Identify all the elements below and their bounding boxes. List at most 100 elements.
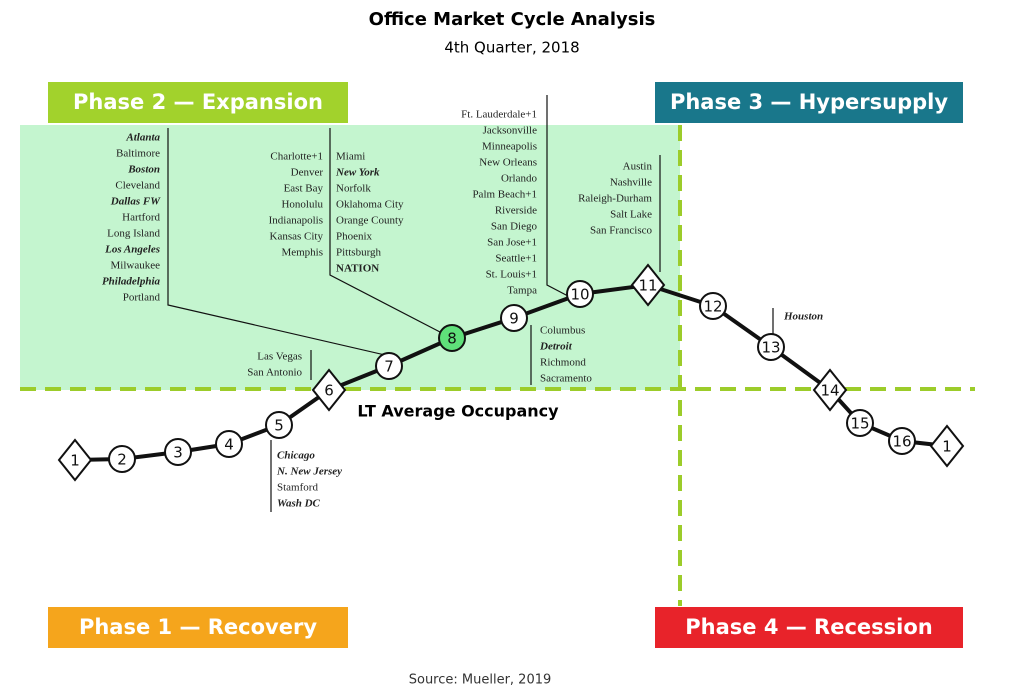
city-label: Pittsburgh (336, 247, 382, 259)
node-diamond (57, 438, 93, 482)
expansion-area (20, 125, 680, 390)
source: Source: Mueller, 2019 (409, 673, 552, 688)
node-circle (500, 304, 528, 332)
node-diamond (929, 424, 965, 468)
node-diamond (311, 368, 347, 412)
city-label: New York (335, 167, 380, 179)
phase-box (655, 82, 963, 123)
city-label: San Diego (491, 221, 538, 233)
subtitle: 4th Quarter, 2018 (444, 39, 579, 57)
city-label: Austin (623, 161, 653, 173)
title: Office Market Cycle Analysis (369, 9, 656, 30)
node-circle (375, 352, 403, 380)
node-circle (699, 292, 727, 320)
city-label: Sacramento (540, 373, 592, 385)
city-label: Long Island (107, 228, 160, 240)
phase-box (655, 607, 963, 648)
city-label: Boston (127, 164, 160, 176)
node-circle (108, 445, 136, 473)
city-label: Hartford (122, 212, 160, 224)
city-label: San Jose+1 (487, 237, 537, 249)
node-label: 8 (447, 330, 457, 348)
phase-label: Phase 3 — Hypersupply (670, 90, 948, 114)
node-label: 9 (509, 310, 519, 328)
city-label: Indianapolis (269, 215, 323, 227)
phase-box (48, 82, 348, 123)
city-label: East Bay (284, 183, 324, 195)
node-label: 5 (274, 417, 284, 435)
node-circle (265, 411, 293, 439)
node-circle (164, 438, 192, 466)
city-label: Detroit (539, 341, 573, 353)
city-label: Orlando (501, 173, 538, 185)
phase-box (48, 607, 348, 648)
city-label: Kansas City (270, 231, 324, 243)
node-label: 6 (324, 382, 334, 400)
city-label: Seattle+1 (495, 253, 537, 265)
node-label: 16 (892, 433, 911, 451)
city-label: Las Vegas (257, 351, 302, 363)
node-circle (846, 409, 874, 437)
city-label: Stamford (277, 482, 318, 494)
phase-label: Phase 1 — Recovery (79, 615, 317, 639)
node-label: 12 (703, 298, 722, 316)
city-label: Oklahoma City (336, 199, 404, 211)
city-label: Portland (123, 292, 161, 304)
city-label: Columbus (540, 325, 585, 337)
city-label: Nashville (610, 177, 652, 189)
node-label: 3 (173, 444, 183, 462)
city-label: Salt Lake (610, 209, 652, 221)
phase-label: Phase 2 — Expansion (73, 90, 323, 114)
city-label: Richmond (540, 357, 586, 369)
city-label: Minneapolis (482, 141, 537, 153)
node-label: 10 (570, 286, 589, 304)
connectors (167, 95, 774, 512)
city-label: Houston (783, 311, 823, 323)
node-label: 2 (117, 451, 127, 469)
city-label: Riverside (495, 205, 537, 217)
phase-label: Phase 4 — Recession (685, 615, 932, 639)
city-label: Chicago (277, 450, 315, 462)
city-label: Dallas FW (110, 196, 161, 208)
node-circle (757, 333, 785, 361)
annotation: LT Average Occupancy (357, 402, 559, 421)
city-label: Phoenix (336, 231, 373, 243)
city-label: St. Louis+1 (486, 269, 537, 281)
city-label: N. New Jersey (276, 466, 342, 478)
city-label: San Antonio (247, 367, 302, 379)
city-label: San Francisco (590, 225, 653, 237)
node-circle (888, 427, 916, 455)
city-label: Philadelphia (102, 276, 161, 288)
node-circle (438, 324, 466, 352)
node-label: 7 (384, 358, 394, 376)
city-label: Denver (291, 167, 324, 179)
city-label: Atlanta (125, 132, 160, 144)
node-diamond (630, 263, 666, 307)
node-circle (566, 280, 594, 308)
node-label: 1 (70, 452, 80, 470)
node-label: 4 (224, 436, 234, 454)
city-label: Tampa (507, 285, 537, 297)
city-label: Cleveland (115, 180, 160, 192)
city-label: Baltimore (116, 148, 160, 160)
city-label: Jacksonville (483, 125, 537, 137)
city-label: Los Angeles (104, 244, 160, 256)
node-label: 15 (850, 415, 869, 433)
city-label: NATION (336, 263, 379, 275)
node-label: 11 (638, 277, 657, 295)
node-circle (215, 430, 243, 458)
node-label: 14 (820, 382, 839, 400)
city-label: Milwaukee (111, 260, 161, 272)
city-label: Norfolk (336, 183, 371, 195)
city-label: Orange County (336, 215, 404, 227)
node-label: 1 (942, 438, 952, 456)
city-label: New Orleans (479, 157, 537, 169)
city-label: Memphis (281, 247, 323, 259)
node-label: 13 (761, 339, 780, 357)
city-label: Raleigh-Durham (578, 193, 652, 205)
node-diamond (812, 368, 848, 412)
city-label: Wash DC (277, 498, 321, 510)
city-label: Ft. Lauderdale+1 (461, 109, 537, 121)
city-label: Charlotte+1 (270, 151, 323, 163)
